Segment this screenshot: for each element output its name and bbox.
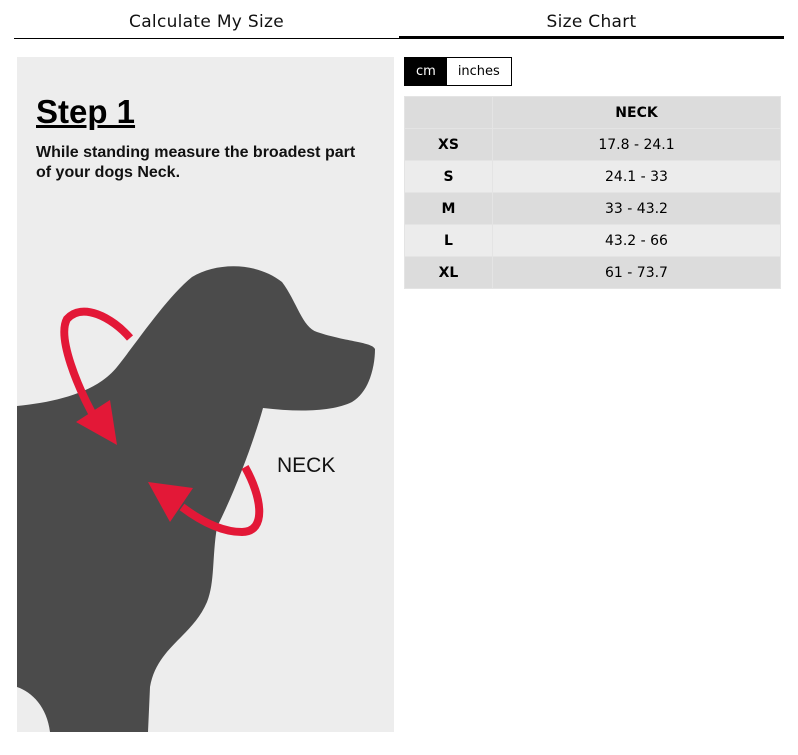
table-row: XS 17.8 - 24.1	[404, 128, 781, 161]
unit-cm-button[interactable]: cm	[405, 58, 447, 85]
neck-label: NECK	[277, 454, 336, 477]
table-row: S 24.1 - 33	[404, 160, 781, 193]
arrow-icon	[60, 307, 134, 445]
step-title: Step 1	[36, 93, 136, 130]
table-row: L 43.2 - 66	[404, 224, 781, 257]
tab-calculate-my-size[interactable]: Calculate My Size	[14, 0, 399, 39]
table-row: XL 61 - 73.7	[404, 256, 781, 289]
unit-toggle: cm inches	[404, 57, 512, 86]
dog-illustration	[17, 266, 375, 732]
size-chart-table: NECK XS 17.8 - 24.1 S 24.1 - 33 M 33 - 43.2…	[404, 96, 781, 289]
measurement-guide: Step 1 While standing measure the broade…	[17, 57, 394, 732]
tab-size-chart[interactable]: Size Chart	[399, 0, 784, 39]
dog-silhouette	[17, 266, 375, 732]
table-header: NECK	[404, 96, 781, 129]
unit-inches-button[interactable]: inches	[457, 64, 500, 79]
table-row: M 33 - 43.2	[404, 192, 781, 225]
neck-header: NECK	[492, 96, 781, 129]
step-instruction: While standing measure the broadest part…	[36, 144, 356, 181]
arrow-icon	[148, 465, 264, 537]
